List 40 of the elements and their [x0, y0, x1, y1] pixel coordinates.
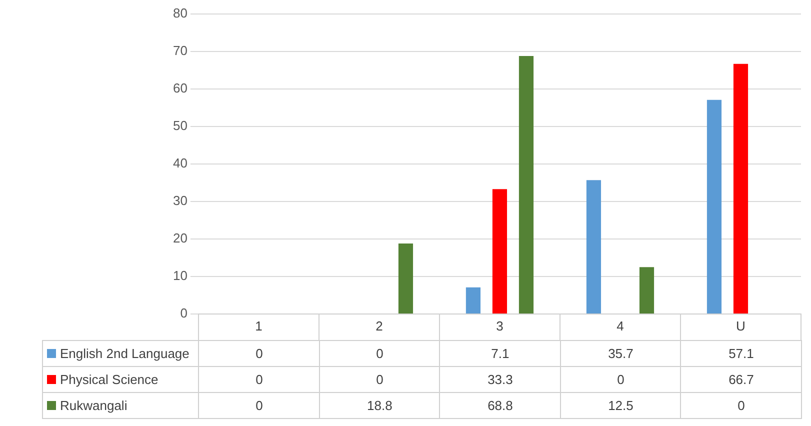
bar	[466, 287, 481, 314]
y-tick-label: 80	[172, 6, 188, 21]
data-label: 18.8	[318, 392, 440, 419]
bar	[518, 56, 534, 314]
data-label: 0	[198, 366, 320, 393]
data-label: 0	[560, 366, 682, 393]
bar	[706, 100, 722, 314]
bar	[639, 267, 654, 314]
data-label: 35.7	[560, 340, 682, 367]
legend-label: Physical Science	[42, 366, 200, 393]
data-label: 57.1	[680, 340, 802, 367]
data-label: 0	[198, 392, 320, 419]
x-tick-label: 2	[376, 318, 383, 334]
x-tick-label: 3	[496, 318, 504, 334]
bar	[492, 189, 508, 314]
bar	[733, 64, 748, 314]
y-tick-label: 0	[180, 306, 188, 321]
y-tick-label: 20	[172, 230, 188, 246]
y-tick-label: 50	[172, 118, 188, 134]
y-tick-label: 70	[172, 43, 188, 58]
legend-label: English 2nd Language	[42, 340, 200, 367]
data-label: 0	[318, 340, 440, 367]
data-label: 7.1	[439, 340, 561, 367]
x-tick-label: U	[736, 318, 746, 334]
y-tick-label: 40	[172, 156, 188, 171]
data-label: 66.7	[680, 366, 802, 393]
data-label: 0	[198, 340, 320, 367]
bar	[586, 180, 602, 314]
x-tick-label: 4	[616, 318, 624, 334]
x-tick-label: 1	[255, 318, 262, 334]
y-tick-label: 30	[172, 193, 188, 208]
y-tick-label: 10	[172, 268, 188, 284]
data-label: 12.5	[560, 392, 682, 419]
data-label: 33.3	[439, 366, 561, 393]
data-label: 0	[680, 392, 802, 419]
bar	[398, 244, 414, 314]
y-tick-label: 60	[172, 80, 188, 96]
legend-label: Rukwangali	[42, 392, 200, 419]
data-label: 68.8	[439, 392, 561, 419]
data-label: 0	[318, 366, 440, 393]
